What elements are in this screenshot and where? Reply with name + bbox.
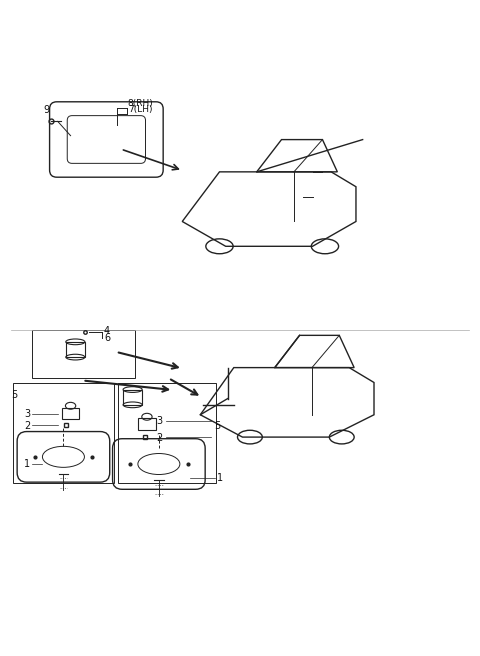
Text: 5: 5 bbox=[11, 390, 17, 400]
Text: 3: 3 bbox=[24, 409, 30, 419]
Text: 1: 1 bbox=[217, 474, 223, 483]
Text: 5: 5 bbox=[214, 421, 220, 431]
Text: 8(RH): 8(RH) bbox=[128, 98, 154, 108]
Text: 2: 2 bbox=[24, 421, 31, 431]
Text: 1: 1 bbox=[24, 459, 30, 469]
Text: 7(LH): 7(LH) bbox=[128, 105, 152, 114]
Text: 3: 3 bbox=[156, 416, 163, 426]
Text: 6: 6 bbox=[104, 333, 110, 343]
Text: 2: 2 bbox=[156, 433, 163, 443]
Text: 9: 9 bbox=[44, 105, 50, 115]
Text: 4: 4 bbox=[104, 326, 110, 337]
